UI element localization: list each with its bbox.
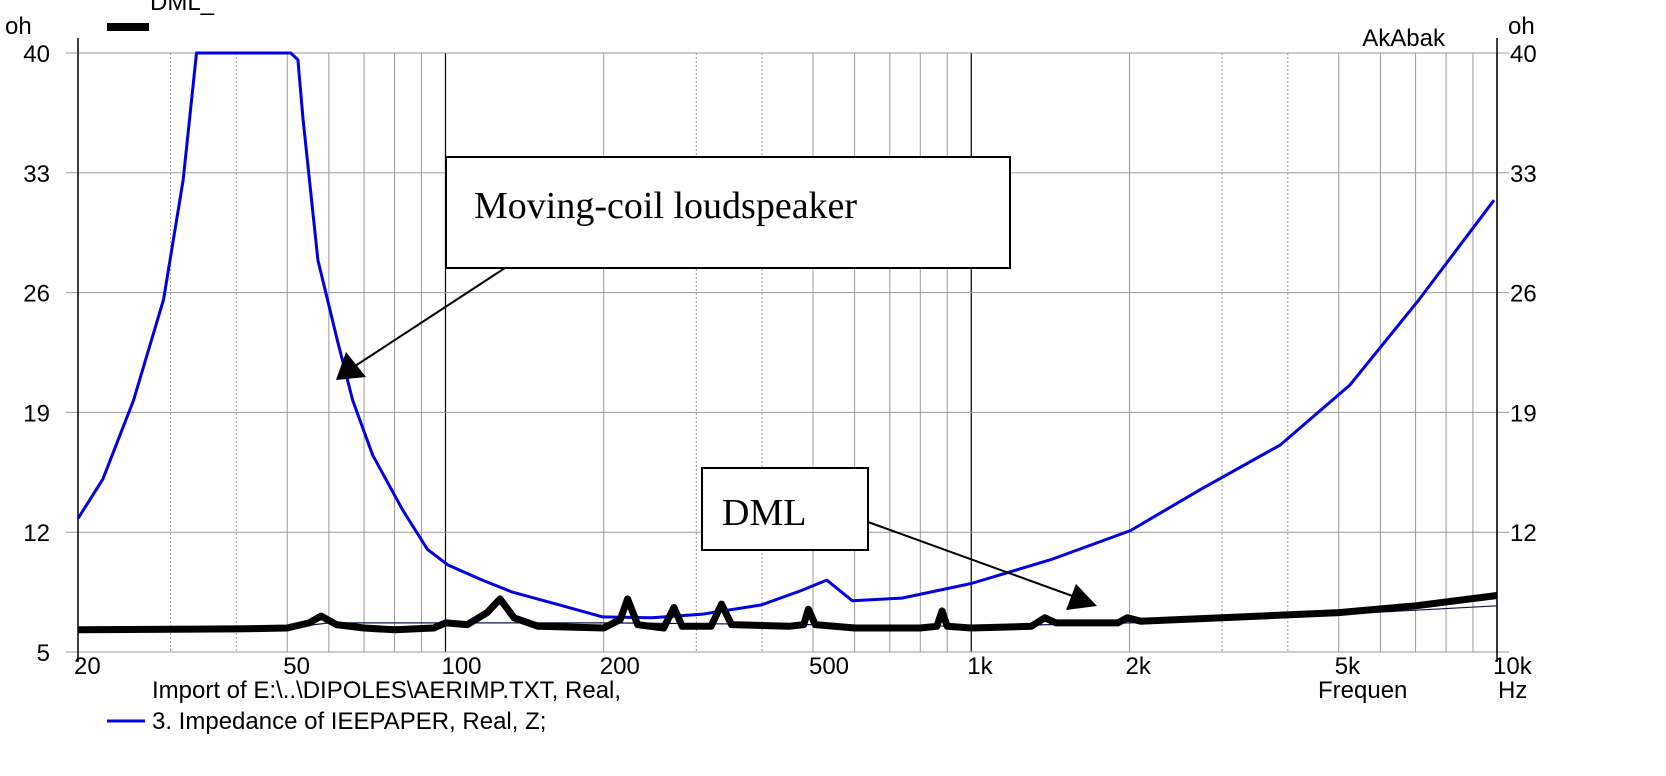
- x-tick-label: 20: [74, 653, 101, 680]
- series-line-1: [76, 51, 1496, 620]
- svg-text:Moving-coil loudspeaker: Moving-coil loudspeaker: [474, 185, 857, 227]
- x-tick-label: 100: [441, 653, 481, 680]
- annotation-moving-coil: Moving-coil loudspeaker: [336, 156, 1011, 380]
- annotation-dml: DML: [701, 467, 1097, 610]
- legend-top-swatch: [107, 23, 149, 31]
- y-tick-right: 40: [1510, 41, 1537, 68]
- legend-item-1: Import of E:\..\DIPOLES\AERIMP.TXT, Real…: [152, 677, 621, 704]
- y-tick-left: 5: [37, 640, 50, 667]
- y-tick-right: 26: [1510, 281, 1537, 308]
- series: [76, 51, 1498, 634]
- x-tick-label: 5k: [1335, 653, 1361, 680]
- y-tick-left: 19: [23, 400, 50, 427]
- x-tick-label: 1k: [967, 653, 993, 680]
- x-tick-label: 50: [283, 653, 310, 680]
- y-tick-right: 33: [1510, 161, 1537, 188]
- x-tick-label: 500: [809, 653, 849, 680]
- x-tick-label: 2k: [1126, 653, 1152, 680]
- y-tick-right: 19: [1510, 400, 1537, 427]
- x-tick-label: 200: [600, 653, 640, 680]
- svg-text:DML: DML: [722, 492, 806, 534]
- y-tick-right: 12: [1510, 520, 1537, 547]
- legend-top-label: DML_: [150, 0, 215, 16]
- y-unit-left: oh: [5, 13, 32, 40]
- y-tick-left: 12: [23, 520, 50, 547]
- axes: [77, 38, 1498, 662]
- legend-item-2: 3. Impedance of IEEPAPER, Real, Z;: [152, 708, 546, 735]
- x-tick-label: 10k: [1493, 653, 1533, 680]
- tick-labels: 5 12 12 19 19 26 26 33 33 40 40 20 50 100 200 500 1k 2k 5k…: [23, 41, 1536, 680]
- y-tick-left: 40: [23, 41, 50, 68]
- series-line-2: [77, 592, 1498, 634]
- x-axis-label: Frequen: [1318, 677, 1407, 704]
- brand-label: AkAbak: [1362, 25, 1446, 52]
- y-tick-left: 33: [23, 161, 50, 188]
- grid: [66, 52, 1509, 653]
- x-unit-label: Hz: [1498, 677, 1527, 704]
- y-unit-right: oh: [1508, 13, 1535, 40]
- y-tick-left: 26: [23, 281, 50, 308]
